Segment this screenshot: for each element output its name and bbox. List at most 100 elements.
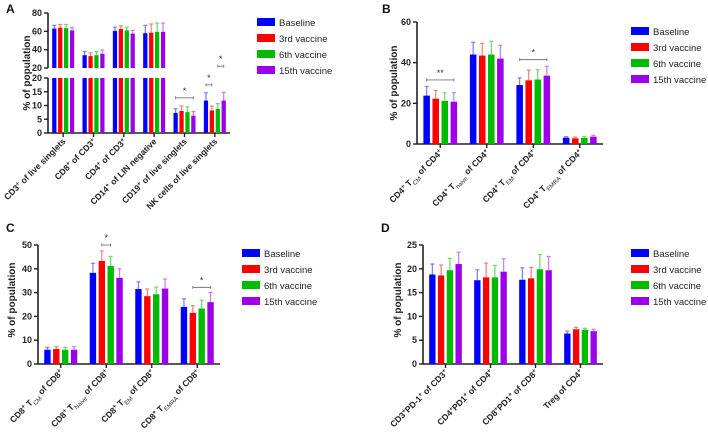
bar-baseline: [112, 26, 118, 133]
bar: [94, 78, 99, 133]
label-part: +: [417, 391, 424, 398]
bar: [581, 137, 588, 144]
label-part: +: [448, 406, 455, 413]
bar-3rd-vaccine: [571, 136, 579, 144]
bar: [44, 349, 51, 364]
bar-3rd-vaccine: [572, 326, 580, 364]
bar: [149, 32, 154, 68]
bar-baseline: [516, 77, 523, 144]
bar-15th-vaccine: [70, 346, 78, 364]
label-part: +: [575, 148, 582, 155]
label-part: +: [493, 183, 500, 190]
y-axis-label: % of population: [389, 46, 400, 121]
bar: [478, 55, 486, 144]
y-tick-label: 0: [406, 139, 411, 149]
bar: [207, 302, 214, 364]
y-axis-label: % of population: [7, 263, 18, 338]
y-tick-label: 60: [32, 26, 42, 36]
bar-15th-vaccine: [160, 22, 166, 133]
significance-bracket: *: [175, 86, 194, 100]
legend-swatch: [631, 297, 649, 305]
bar: [63, 78, 69, 133]
legend-swatch: [257, 18, 275, 26]
bar-3rd-vaccine: [482, 262, 490, 364]
label-part: +: [89, 137, 96, 144]
y-tick-label: 10: [22, 335, 32, 345]
label-part: +: [21, 403, 28, 410]
bar: [82, 78, 87, 133]
bar: [221, 100, 226, 133]
bar-6th-vaccine: [124, 26, 129, 133]
bar: [160, 78, 166, 133]
significance-bracket: *: [519, 48, 548, 62]
bar: [571, 138, 579, 144]
significance-label: *: [183, 86, 187, 96]
legend-label: 15th vaccine: [653, 297, 706, 308]
legend-swatch: [257, 50, 275, 58]
legend-label: 6th vaccine: [653, 59, 701, 70]
legend-swatch: [242, 249, 260, 257]
label-part: +: [534, 189, 541, 196]
legend-swatch: [631, 265, 649, 273]
bar: [88, 56, 93, 68]
label-part: +: [193, 368, 200, 375]
label-part: +: [443, 187, 450, 194]
legend: Baseline 3rd vaccine 6th vaccine 15th vacci…: [631, 249, 706, 308]
bar-baseline: [564, 330, 571, 364]
label-part: +: [15, 181, 22, 188]
bar-3rd-vaccine: [118, 25, 124, 133]
legend-swatch: [631, 75, 649, 83]
bar: [189, 312, 197, 364]
bar: [469, 54, 477, 144]
bar: [446, 270, 454, 364]
bar: [519, 279, 526, 364]
legend-label: Baseline: [279, 18, 315, 29]
label-part: EMRA: [546, 176, 563, 193]
legend-item: 3rd vaccine: [257, 34, 328, 45]
bar-6th-vaccine: [446, 257, 454, 364]
y-tick-label: 10: [32, 101, 42, 111]
bar: [581, 329, 589, 364]
legend-swatch: [631, 59, 649, 67]
bar-6th-vaccine: [536, 253, 544, 364]
bar-baseline: [52, 24, 57, 133]
legend-swatch: [242, 297, 260, 305]
bar: [88, 78, 93, 133]
label-part: +: [462, 391, 469, 398]
label-part: +: [493, 406, 500, 413]
legend-item: 3rd vaccine: [631, 265, 702, 276]
bar-6th-vaccine: [94, 50, 99, 133]
bar-baseline: [203, 92, 209, 133]
bar: [94, 55, 99, 68]
legend-item: 15th vaccine: [631, 75, 706, 86]
y-tick-label: 25: [407, 240, 417, 250]
label-part: CM: [412, 176, 423, 187]
bar: [61, 349, 69, 364]
y-tick-label: 0: [27, 359, 32, 369]
bar-15th-vaccine: [543, 65, 551, 144]
y-tick-label: 15: [407, 288, 417, 298]
legend-swatch: [631, 281, 649, 289]
bar: [135, 289, 142, 364]
legend-label: 15th vaccine: [264, 297, 317, 308]
bar: [130, 78, 135, 133]
bar-baseline: [135, 281, 142, 364]
label-part: +: [119, 137, 126, 144]
label-part: +: [56, 368, 63, 375]
legend-item: 3rd vaccine: [242, 265, 313, 276]
legend-label: 6th vaccine: [279, 50, 327, 61]
bar-15th-vaccine: [130, 29, 135, 133]
legend: Baseline 3rd vaccine 6th vaccine 15th vacci…: [257, 18, 332, 77]
bar-6th-vaccine: [215, 102, 220, 133]
y-tick-label: 15: [32, 87, 42, 97]
legend-label: Baseline: [653, 27, 689, 38]
bar: [423, 95, 430, 144]
bar: [482, 277, 490, 364]
bar: [70, 349, 78, 364]
bar: [516, 85, 523, 144]
label-part: +: [436, 148, 443, 155]
label-part: +: [531, 368, 538, 375]
bar: [429, 274, 436, 364]
label-part: +: [62, 408, 69, 415]
